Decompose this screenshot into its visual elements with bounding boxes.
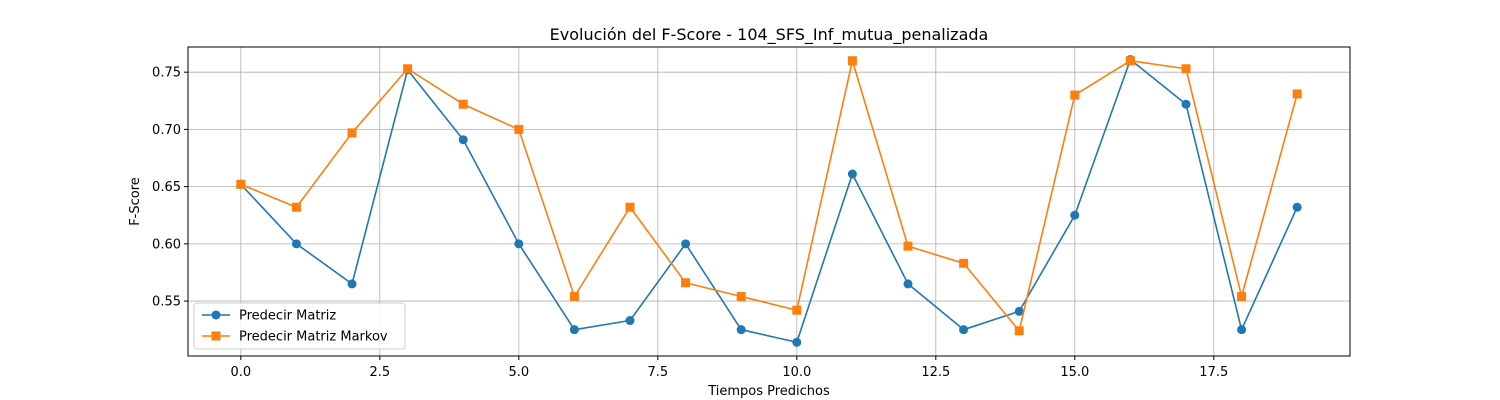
data-point <box>959 258 969 268</box>
series-1 <box>236 55 1302 347</box>
legend-label: Predecir Matriz Markov <box>239 330 388 345</box>
x-tick-label: 17.5 <box>1199 365 1228 380</box>
data-point <box>1070 210 1080 220</box>
legend-label: Predecir Matriz <box>239 309 336 324</box>
x-tick-label: 0.0 <box>230 365 251 380</box>
grid-lines <box>188 47 1350 356</box>
y-axis-ticks: 0.55 0.60 0.65 0.70 0.75 <box>152 66 188 310</box>
data-point <box>681 239 691 249</box>
data-point <box>1237 291 1247 301</box>
data-point <box>458 99 468 109</box>
y-tick-label: 0.55 <box>152 295 181 310</box>
y-tick-label: 0.65 <box>152 180 181 195</box>
y-tick-label: 0.70 <box>152 123 181 138</box>
data-point <box>1014 326 1024 336</box>
y-axis-title: F-Score <box>128 177 143 226</box>
data-point <box>625 202 635 212</box>
series-layer <box>236 55 1302 347</box>
data-point <box>291 202 301 212</box>
x-axis-title: Tiempos Predichos <box>707 384 830 399</box>
data-point <box>792 337 802 347</box>
x-tick-label: 5.0 <box>508 365 529 380</box>
x-tick-label: 12.5 <box>921 365 950 380</box>
data-point <box>1181 99 1191 109</box>
data-point <box>291 239 301 249</box>
x-axis-ticks: 0.0 2.5 5.0 7.5 10.0 12.5 15.0 17.5 <box>230 356 1228 380</box>
data-point <box>903 279 913 289</box>
data-point <box>736 291 746 301</box>
data-point <box>625 316 635 326</box>
data-point <box>347 128 357 138</box>
legend-box <box>193 302 406 350</box>
data-point <box>569 325 579 335</box>
data-point <box>1070 90 1080 100</box>
legend-marker <box>211 310 221 320</box>
legend-marker <box>211 331 221 341</box>
x-tick-label: 7.5 <box>647 365 668 380</box>
y-tick-label: 0.75 <box>152 66 181 81</box>
data-point <box>514 124 524 134</box>
data-point <box>903 241 913 251</box>
data-point <box>514 239 524 249</box>
data-point <box>847 56 857 66</box>
plot-area-frame <box>187 46 1351 357</box>
data-point <box>1292 89 1302 99</box>
data-point <box>1125 56 1135 66</box>
y-tick-label: 0.60 <box>152 237 181 252</box>
series-2 <box>236 56 1302 336</box>
series-line <box>240 59 1298 332</box>
x-tick-label: 10.0 <box>782 365 811 380</box>
data-point <box>347 279 357 289</box>
data-point <box>1292 202 1302 212</box>
legend: Predecir Matriz Predecir Matriz Markov <box>193 302 406 350</box>
x-tick-label: 15.0 <box>1060 365 1089 380</box>
data-point <box>792 305 802 315</box>
data-point <box>458 135 468 145</box>
series-line <box>240 58 1298 344</box>
data-point <box>236 179 246 189</box>
data-point <box>403 64 413 74</box>
data-point <box>1014 306 1024 316</box>
data-point <box>847 169 857 179</box>
data-point <box>681 278 691 288</box>
chart-title: Evolución del F-Score - 104_SFS_Inf_mutu… <box>550 25 989 45</box>
x-tick-label: 2.5 <box>369 365 390 380</box>
data-point <box>1237 325 1247 335</box>
data-point <box>569 291 579 301</box>
data-point <box>1181 64 1191 74</box>
data-point <box>959 325 969 335</box>
data-point <box>736 325 746 335</box>
